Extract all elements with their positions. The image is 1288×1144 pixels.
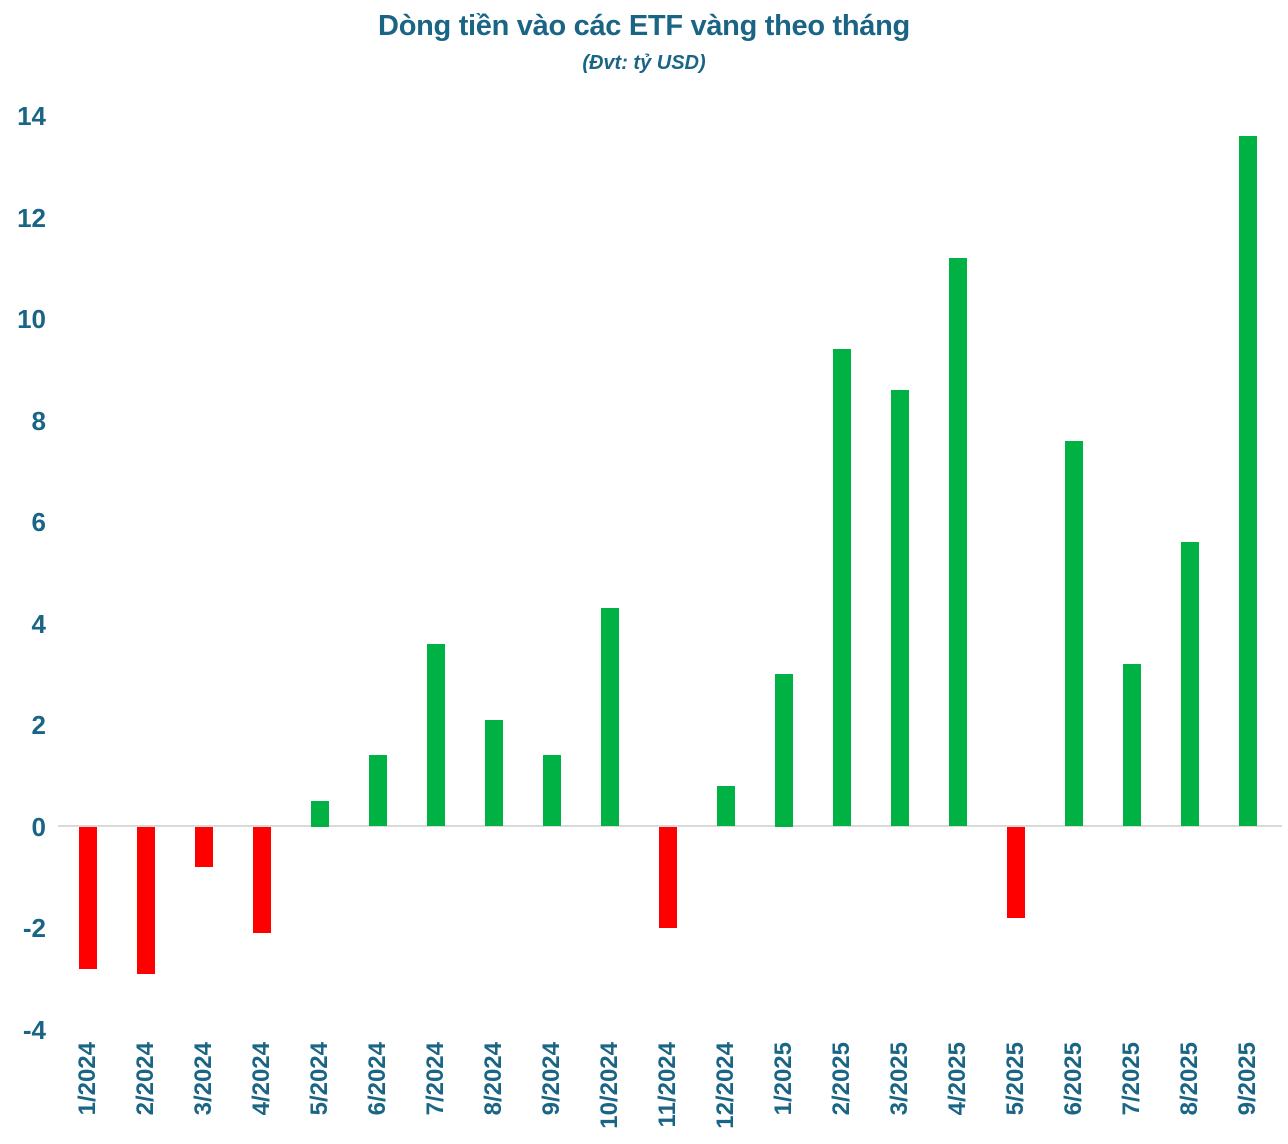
y-tick-label: 12 [17, 202, 46, 233]
bar-7-2025 [1123, 664, 1141, 827]
x-tick-label: 8/2025 [1176, 1042, 1203, 1116]
y-tick-label: 2 [31, 710, 46, 740]
y-tick-label: 6 [31, 507, 46, 537]
x-tick-label: 5/2024 [306, 1042, 333, 1116]
bar-1-2024 [79, 826, 97, 969]
bar-1-2025 [775, 674, 793, 827]
x-tick-label: 6/2024 [364, 1042, 391, 1116]
x-tick-label: 12/2024 [712, 1042, 739, 1129]
x-tick-label: 8/2024 [480, 1042, 507, 1116]
x-tick-label: 3/2025 [886, 1042, 913, 1116]
x-tick-label: 7/2025 [1118, 1042, 1145, 1116]
bar-8-2025 [1181, 542, 1199, 827]
bar-4-2025 [949, 258, 967, 827]
bar-5-2025 [1007, 826, 1025, 918]
bar-9-2025 [1239, 136, 1257, 827]
bar-2-2024 [137, 826, 155, 974]
bar-10-2024 [601, 608, 619, 827]
bar-3-2025 [891, 390, 909, 827]
x-tick-label: 5/2025 [1002, 1042, 1029, 1116]
x-tick-label: 3/2024 [190, 1042, 217, 1116]
chart-title: Dòng tiền vào các ETF vàng theo tháng [378, 10, 910, 42]
x-tick-label: 2/2025 [828, 1042, 855, 1116]
x-tick-label: 4/2025 [944, 1042, 971, 1116]
y-tick-label: 8 [31, 405, 46, 436]
x-tick-label: 9/2024 [538, 1042, 565, 1116]
x-tick-label: 10/2024 [596, 1042, 623, 1129]
bar-4-2024 [253, 826, 271, 934]
bar-2-2025 [833, 349, 851, 827]
x-tick-label: 7/2024 [422, 1042, 449, 1116]
bar-9-2024 [543, 755, 561, 827]
y-tick-label: 4 [31, 608, 46, 639]
x-tick-label: 11/2024 [654, 1042, 681, 1128]
x-tick-label: 1/2025 [770, 1042, 797, 1116]
x-tick-label: 2/2024 [132, 1042, 159, 1116]
y-tick-label: -4 [22, 1014, 46, 1045]
y-tick-label: 10 [17, 304, 46, 334]
bar-11-2024 [659, 826, 677, 928]
x-tick-label: 1/2024 [74, 1042, 101, 1116]
bar-6-2025 [1065, 440, 1083, 827]
zero-gridline [58, 825, 1282, 827]
y-tick-label: -2 [22, 913, 46, 943]
bar-5-2024 [311, 801, 329, 827]
y-tick-label: 0 [31, 811, 46, 842]
y-tick-label: 14 [17, 101, 46, 131]
bar-3-2024 [195, 826, 213, 868]
x-tick-label: 9/2025 [1234, 1042, 1261, 1116]
chart-subtitle: (Đvt: tỷ USD) [582, 52, 706, 74]
bar-8-2024 [485, 719, 503, 827]
bar-6-2024 [369, 755, 387, 827]
bar-7-2024 [427, 643, 445, 827]
x-tick-label: 4/2024 [248, 1042, 275, 1116]
x-tick-label: 6/2025 [1060, 1042, 1087, 1116]
bar-12-2024 [717, 785, 735, 827]
